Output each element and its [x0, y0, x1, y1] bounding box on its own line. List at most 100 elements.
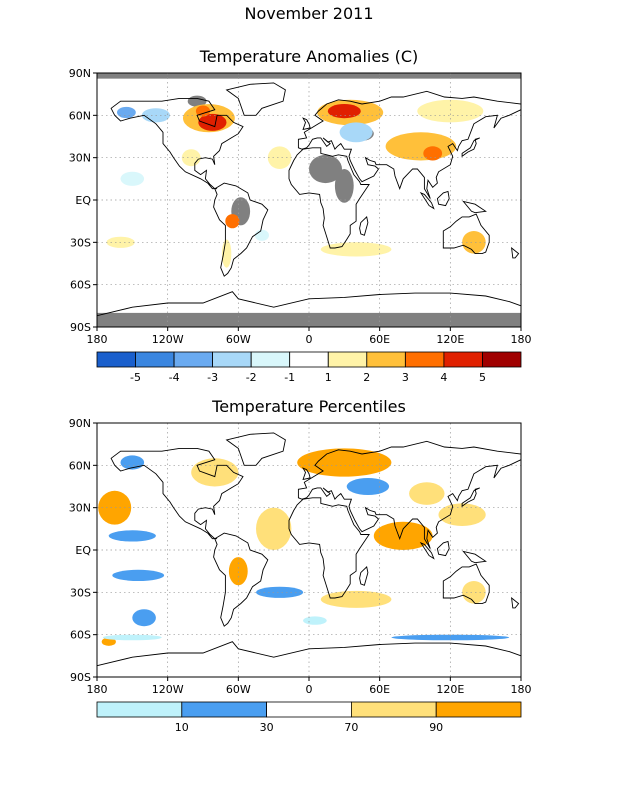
- legend-anomalies: -5 -4 -3 -2 -1 1 2 3 4 5: [96, 351, 522, 384]
- anom-canada-hot: [198, 113, 227, 131]
- pct-north-eurasia: [297, 448, 392, 477]
- lat-label: 30S: [70, 236, 91, 249]
- legend-anom-label: -5: [130, 371, 141, 384]
- anom-china-hot: [423, 146, 443, 161]
- legend-anom-swatch: [443, 351, 483, 368]
- legend-anom-label: 5: [479, 371, 486, 384]
- anom-china-warm: [385, 132, 457, 161]
- pct-australia: [462, 581, 486, 604]
- lon-label: 60W: [226, 333, 251, 346]
- coastline-madagascar: [359, 216, 369, 236]
- coastline-japan: [461, 137, 480, 158]
- missing-antarctica: [97, 312, 521, 327]
- lat-label: 90S: [70, 671, 91, 684]
- legend-anom-label: -4: [169, 371, 180, 384]
- pct-atlantic: [256, 507, 292, 550]
- legend-pct-swatch: [266, 701, 352, 718]
- legend-anom-swatch: [482, 351, 522, 368]
- legend-pct-swatch: [350, 701, 437, 718]
- coastline-new-zealand: [511, 596, 520, 609]
- pct-southern-ocean-light: [102, 634, 162, 641]
- legend-pct-label: 10: [175, 721, 189, 734]
- lon-label: 120E: [436, 333, 464, 346]
- coastline-australia: [442, 563, 490, 605]
- pct-china: [409, 482, 445, 505]
- anom-atlantic: [267, 146, 292, 169]
- lat-label: 60N: [69, 109, 91, 122]
- legend-anom-swatch: [404, 351, 445, 368]
- coastline-eurasia: [297, 440, 522, 549]
- pct-ross-sea: [101, 637, 116, 646]
- panel-title-percentiles: Temperature Percentiles: [212, 397, 406, 416]
- anom-scandinavia-hot: [327, 104, 361, 119]
- lat-label: 60N: [69, 459, 91, 472]
- lat-label: 30N: [69, 502, 91, 515]
- coastline-new-zealand: [511, 246, 520, 259]
- lat-label: 90N: [69, 67, 91, 80]
- legend-anom-label: -2: [246, 371, 257, 384]
- lon-label: 60W: [226, 683, 251, 696]
- lat-label: 60S: [70, 629, 91, 642]
- lat-label: 90N: [69, 417, 91, 430]
- coastline-australia: [442, 213, 490, 255]
- pct-south-atlantic-light: [303, 616, 327, 625]
- legend-pct-swatch: [96, 701, 183, 718]
- coastline-greenland: [225, 82, 286, 116]
- coastline-madagascar: [359, 566, 369, 586]
- anom-bolivia: [225, 214, 240, 229]
- lat-label: 30N: [69, 152, 91, 165]
- coastline-antarctica: [96, 291, 522, 317]
- anom-siberia-mild: [417, 99, 484, 123]
- lon-label: 60E: [369, 333, 390, 346]
- coastline-sumatra: [419, 541, 435, 560]
- coastline-japan: [461, 487, 480, 508]
- legend-anom-label: -3: [207, 371, 218, 384]
- pct-indian-ocean: [373, 521, 433, 551]
- coastline-new-guinea: [462, 200, 487, 214]
- pct-south-america: [228, 557, 248, 586]
- missing-arctic-strip: [97, 73, 521, 79]
- panel-title-anomalies: Temperature Anomalies (C): [199, 47, 419, 66]
- legend-anom-label: 1: [325, 371, 332, 384]
- legend-anom-swatch: [366, 351, 406, 368]
- lon-label: 180: [511, 333, 532, 346]
- anom-south-indian: [320, 242, 392, 257]
- legend-pct-label: 70: [344, 721, 358, 734]
- coastline-south-america: [213, 532, 269, 627]
- lon-label: 60E: [369, 683, 390, 696]
- lon-label: 120W: [152, 333, 184, 346]
- anom-canada-core: [195, 105, 211, 117]
- coastline-new-guinea: [462, 550, 487, 564]
- legend-pct-label: 30: [260, 721, 274, 734]
- coastline-north-america: [110, 97, 244, 190]
- legend-pct-label: 90: [429, 721, 443, 734]
- legend-anom-label: 2: [363, 371, 370, 384]
- coastline-africa: [288, 497, 370, 599]
- legend-anom-swatch: [250, 351, 291, 368]
- legend-anom-label: 4: [440, 371, 447, 384]
- anom-mexico: [181, 149, 201, 167]
- missing-central-africa: [334, 169, 354, 203]
- pct-southern-ocean: [391, 634, 510, 641]
- coastline-eurasia: [297, 90, 522, 199]
- legend-anom-swatch: [327, 351, 368, 368]
- anom-alaska-colder: [117, 106, 136, 119]
- legend-anom-swatch: [289, 351, 329, 368]
- coastline-borneo: [436, 190, 450, 207]
- legend-anom-swatch: [212, 351, 252, 368]
- pct-southern-pacific: [132, 609, 156, 627]
- legend-anom-swatch: [96, 351, 136, 368]
- coastline-sumatra: [419, 191, 435, 210]
- lon-label: 0: [306, 333, 313, 346]
- coastline-antarctica: [96, 641, 522, 667]
- pct-south-indian: [320, 590, 392, 608]
- legend-anom-label: -1: [284, 371, 295, 384]
- coastline-borneo: [436, 540, 450, 557]
- pct-canada: [191, 458, 239, 487]
- pct-tropical-pacific: [108, 530, 156, 542]
- anom-australia: [462, 231, 486, 254]
- coastline-africa: [288, 147, 370, 249]
- figure-title-month: November 2011: [244, 4, 374, 23]
